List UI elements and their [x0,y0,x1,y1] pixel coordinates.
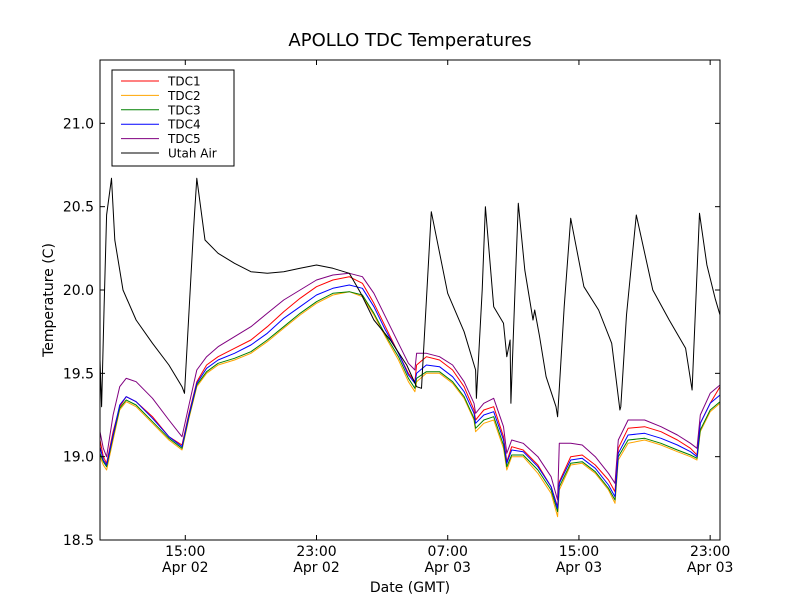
y-tick-label: 20.5 [63,200,94,216]
x-tick-label-time: 15:00 [165,544,205,560]
legend-label: TDC1 [167,75,201,89]
x-tick-label-time: 23:00 [690,544,730,560]
legend-label: TDC5 [167,132,201,146]
x-tick-label-date: Apr 03 [687,560,733,576]
y-tick-label: 21.0 [63,116,94,132]
y-tick-label: 18.5 [63,533,94,549]
chart-title: APOLLO TDC Temperatures [288,30,531,51]
x-tick-label-time: 15:00 [559,544,599,560]
x-tick-label-time: 23:00 [296,544,336,560]
y-tick-label: 19.0 [63,450,94,466]
x-tick-label-time: 07:00 [428,544,468,560]
series-line-tdc4 [99,284,721,509]
legend-box [111,69,235,167]
plot-frame [99,59,721,541]
y-axis: 18.5 19.0 19.5 20.0 20.5 21.0 [63,116,720,549]
legend-label: TDC4 [167,118,201,132]
legend-label: TDC2 [167,89,201,103]
legend-label: Utah Air [168,147,217,161]
x-tick-label-date: Apr 02 [293,560,339,576]
y-tick-label: 19.5 [63,366,94,382]
y-axis-label: Temperature (C) [41,243,57,358]
x-tick-label-date: Apr 02 [162,560,208,576]
series-line-utah-air [99,177,721,418]
x-axis-label: Date (GMT) [370,580,450,596]
x-tick-label-date: Apr 03 [556,560,602,576]
series-line-tdc5 [99,272,721,501]
legend-label: TDC3 [167,103,201,117]
series-layer [99,177,721,518]
y-tick-label: 20.0 [63,283,94,299]
x-tick-label-date: Apr 03 [424,560,470,576]
